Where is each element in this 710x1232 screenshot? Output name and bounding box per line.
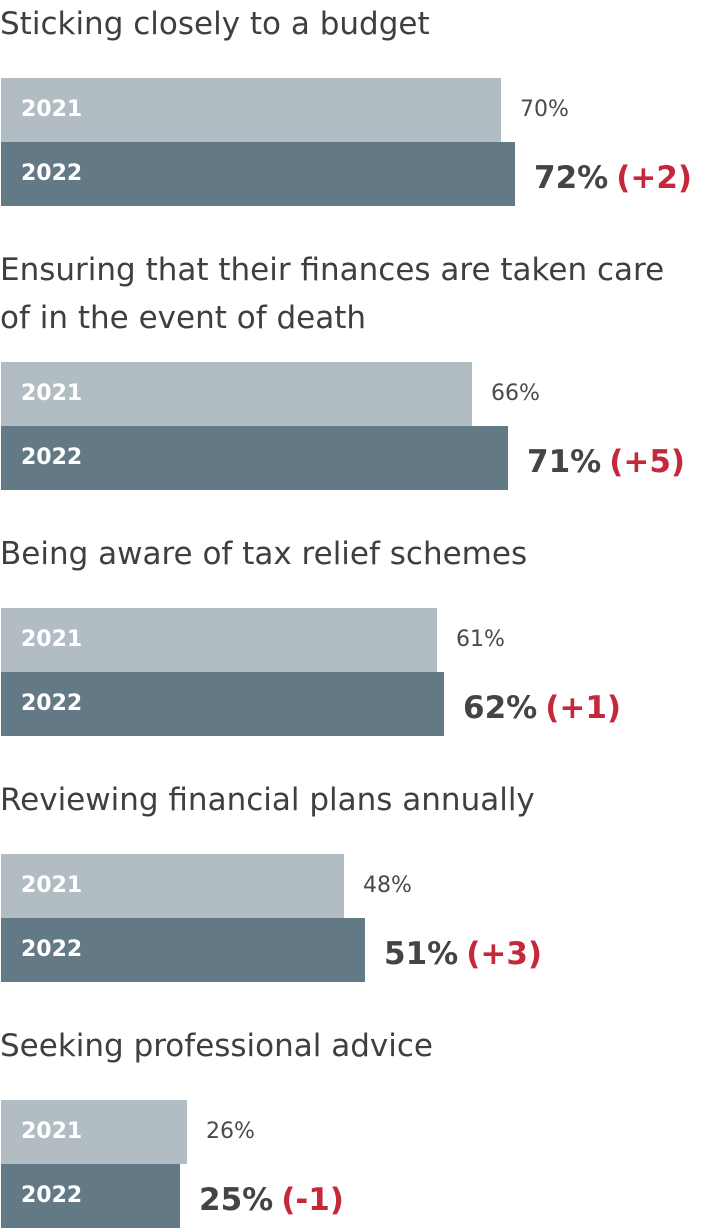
bar-2021: 2021 [1, 608, 437, 672]
series-label-2021: 2021 [21, 1119, 83, 1144]
category-label: Being aware of tax relief schemes [0, 536, 528, 572]
series-label-2022: 2022 [21, 1183, 83, 1208]
value-label-2022: 71% [527, 444, 602, 480]
change-label: (+3) [466, 936, 543, 972]
category-group: Sticking closely to a budget 2021 70% 2022 7… [0, 0, 710, 206]
category-group: Seeking professional advice 2021 26% 2022 25… [0, 1022, 710, 1228]
value-label-2022-wrapper: 72% (+2) [534, 146, 692, 210]
series-label-2022: 2022 [21, 937, 83, 962]
category-group: Reviewing financial plans annually 2021 48… [0, 776, 710, 982]
bar-2021: 2021 [1, 854, 344, 918]
value-label-2022-wrapper: 62% (+1) [463, 676, 621, 740]
value-label-2022: 51% [384, 936, 459, 972]
value-label-2022-wrapper: 51% (+3) [384, 922, 542, 986]
series-label-2021: 2021 [21, 873, 83, 898]
change-label: (+5) [609, 444, 686, 480]
bar-2022: 2022 [1, 672, 444, 736]
series-label-2022: 2022 [21, 445, 83, 470]
change-label: (-1) [281, 1182, 344, 1218]
value-label-2021: 48% [363, 873, 412, 898]
category-group: Ensuring that their finances are taken c… [0, 246, 710, 490]
change-label: (+2) [616, 160, 693, 196]
value-label-2022: 25% [199, 1182, 274, 1218]
bar-2022: 2022 [1, 1164, 180, 1228]
value-label-2022-wrapper: 25% (-1) [199, 1168, 344, 1232]
bar-2022: 2022 [1, 426, 508, 490]
change-label: (+1) [545, 690, 622, 726]
category-label: Reviewing financial plans annually [0, 782, 535, 818]
category-label: Sticking closely to a budget [0, 6, 430, 42]
value-label-2022: 62% [463, 690, 538, 726]
series-label-2022: 2022 [21, 161, 83, 186]
bar-2021: 2021 [1, 362, 472, 426]
series-label-2022: 2022 [21, 691, 83, 716]
value-label-2021: 26% [206, 1119, 255, 1144]
value-label-2022-wrapper: 71% (+5) [527, 430, 685, 494]
value-label-2021: 61% [456, 627, 505, 652]
bar-2022: 2022 [1, 142, 515, 206]
series-label-2021: 2021 [21, 97, 83, 122]
bar-2022: 2022 [1, 918, 365, 982]
bar-2021: 2021 [1, 1100, 187, 1164]
value-label-2021: 70% [520, 97, 569, 122]
category-group: Being aware of tax relief schemes 2021 61%… [0, 530, 710, 736]
series-label-2021: 2021 [21, 381, 83, 406]
bar-2021: 2021 [1, 78, 501, 142]
category-label: Seeking professional advice [0, 1028, 434, 1064]
category-label: Ensuring that their finances are taken c… [0, 252, 665, 336]
value-label-2021: 66% [491, 381, 540, 406]
series-label-2021: 2021 [21, 627, 83, 652]
value-label-2022: 72% [534, 160, 609, 196]
